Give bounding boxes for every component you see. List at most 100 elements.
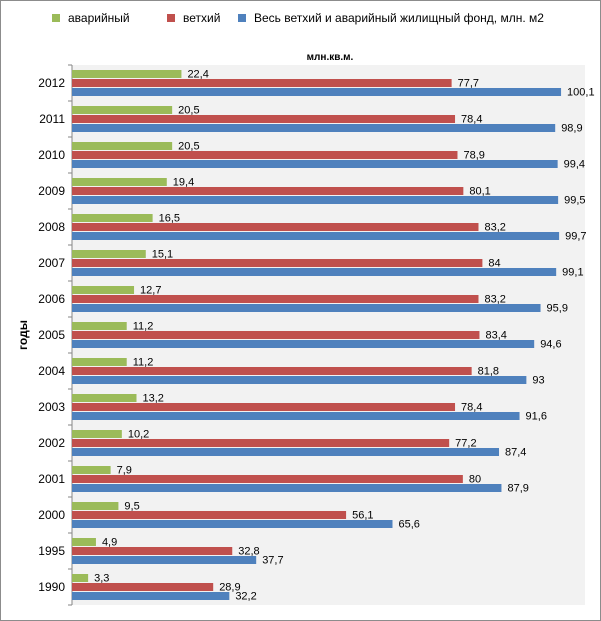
- bar: [72, 115, 456, 123]
- data-label: 3,3: [94, 573, 109, 585]
- legend-label: Весь ветхий и аварийный жилищный фонд, м…: [254, 11, 544, 25]
- bar: [72, 160, 558, 168]
- data-label: 78,9: [463, 150, 484, 162]
- bar: [72, 187, 464, 195]
- data-label: 80,1: [469, 186, 490, 198]
- legend: аварийный ветхий Весь ветхий и аварийный ж…: [52, 11, 544, 25]
- bar: [72, 250, 146, 258]
- data-label: 95,9: [547, 303, 568, 315]
- category-label: 2004: [38, 364, 65, 378]
- bar: [72, 448, 500, 456]
- bar: [72, 475, 463, 483]
- bar: [72, 223, 479, 231]
- bar: [72, 124, 556, 132]
- bar: [72, 295, 479, 303]
- bar: [72, 358, 127, 366]
- category-label: 2011: [39, 112, 65, 126]
- bar: [72, 88, 562, 96]
- data-label: 19,4: [173, 177, 194, 189]
- category-label: 2002: [38, 436, 65, 450]
- data-label: 99,7: [565, 231, 586, 243]
- data-label: 98,9: [561, 123, 582, 135]
- category-label: 2005: [38, 328, 65, 342]
- bar: [72, 502, 119, 510]
- value-labels: 22,4 77,7 100,1 20,5 78,4 98,9 20,5 78,9 99,4 19,…: [94, 69, 594, 603]
- data-label: 20,5: [178, 105, 199, 117]
- category-labels: 2012 2011 2010 2009 2008 2007 2006 2005 2004 2003…: [38, 76, 65, 594]
- category-label: 2006: [38, 292, 65, 306]
- legend-swatch: [167, 14, 175, 22]
- bar: [72, 592, 230, 600]
- bar: [72, 70, 182, 78]
- data-label: 93: [532, 375, 544, 387]
- bar: [72, 412, 520, 420]
- legend-label: аварийный: [68, 11, 130, 25]
- bar: [72, 430, 122, 438]
- bar: [72, 340, 535, 348]
- bar: [72, 556, 257, 564]
- category-label: 2003: [38, 400, 65, 414]
- bar: [72, 583, 214, 591]
- data-label: 7,9: [117, 465, 132, 477]
- bar: [72, 574, 89, 582]
- data-label: 83,4: [485, 330, 506, 342]
- legend-swatch: [52, 14, 60, 22]
- bars: [72, 70, 562, 600]
- category-label: 2009: [38, 184, 65, 198]
- bar: [72, 394, 137, 402]
- data-label: 84: [488, 258, 500, 270]
- bar: [72, 259, 483, 267]
- bar: [72, 178, 167, 186]
- data-label: 83,2: [484, 222, 505, 234]
- data-label: 81,8: [478, 366, 499, 378]
- bar: [72, 547, 233, 555]
- data-label: 11,2: [133, 357, 154, 369]
- data-label: 15,1: [152, 249, 173, 261]
- data-label: 32,2: [235, 591, 256, 603]
- bar: [72, 304, 541, 312]
- data-label: 20,5: [178, 141, 199, 153]
- data-label: 99,1: [562, 267, 583, 279]
- data-label: 22,4: [187, 69, 208, 81]
- bar: [72, 268, 557, 276]
- data-label: 99,5: [564, 195, 585, 207]
- data-label: 11,2: [133, 321, 154, 333]
- category-label: 2008: [38, 220, 65, 234]
- bar: [72, 484, 502, 492]
- category-label: 2000: [38, 508, 65, 522]
- category-label: 2010: [38, 148, 65, 162]
- data-label: 77,2: [455, 438, 476, 450]
- bar: [72, 214, 153, 222]
- data-label: 78,4: [461, 402, 482, 414]
- data-label: 77,7: [458, 78, 479, 90]
- data-label: 87,4: [505, 447, 526, 459]
- data-label: 65,6: [399, 519, 420, 531]
- data-label: 4,9: [102, 537, 117, 549]
- bar: [72, 439, 450, 447]
- bar: [72, 511, 347, 519]
- bar: [72, 376, 527, 384]
- category-label: 2007: [38, 256, 65, 270]
- bar: [72, 79, 452, 87]
- bar: [72, 151, 458, 159]
- data-label: 16,5: [159, 213, 180, 225]
- bar: [72, 106, 173, 114]
- data-label: 99,4: [564, 159, 585, 171]
- legend-swatch: [238, 14, 246, 22]
- bar: [72, 331, 480, 339]
- bar: [72, 142, 173, 150]
- y-axis-title: годы: [16, 320, 30, 350]
- bar: [72, 520, 393, 528]
- data-label: 87,9: [507, 483, 528, 495]
- data-label: 13,2: [142, 393, 163, 405]
- data-label: 78,4: [461, 114, 482, 126]
- data-label: 91,6: [526, 411, 547, 423]
- data-label: 80: [469, 474, 481, 486]
- data-label: 94,6: [540, 339, 561, 351]
- bar: [72, 538, 96, 546]
- data-label: 10,2: [128, 429, 149, 441]
- bar: [72, 403, 456, 411]
- category-label: 1995: [38, 544, 65, 558]
- legend-label: ветхий: [183, 11, 220, 25]
